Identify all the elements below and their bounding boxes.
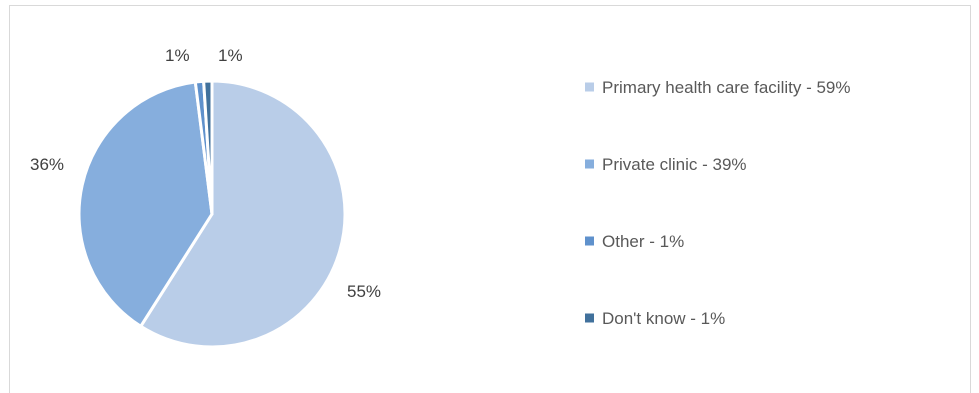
legend-swatch-1 xyxy=(585,159,594,169)
pie-slice-1 xyxy=(77,80,214,328)
legend-swatch-2 xyxy=(585,236,594,246)
legend-label-1: Private clinic - 39% xyxy=(602,155,747,174)
pie-slice-3 xyxy=(202,79,214,216)
legend-label-0: Primary health care facility - 59% xyxy=(602,78,850,97)
legend-swatch-3 xyxy=(585,313,594,323)
data-label-2: 1% xyxy=(165,46,190,65)
legend-swatch-0 xyxy=(585,82,594,92)
pie-slice-0 xyxy=(139,79,347,349)
data-label-1: 36% xyxy=(30,155,64,174)
data-label-0: 55% xyxy=(347,282,381,301)
legend-label-2: Other - 1% xyxy=(602,232,684,251)
legend-label-3: Don't know - 1% xyxy=(602,309,725,328)
data-label-3: 1% xyxy=(218,46,243,65)
